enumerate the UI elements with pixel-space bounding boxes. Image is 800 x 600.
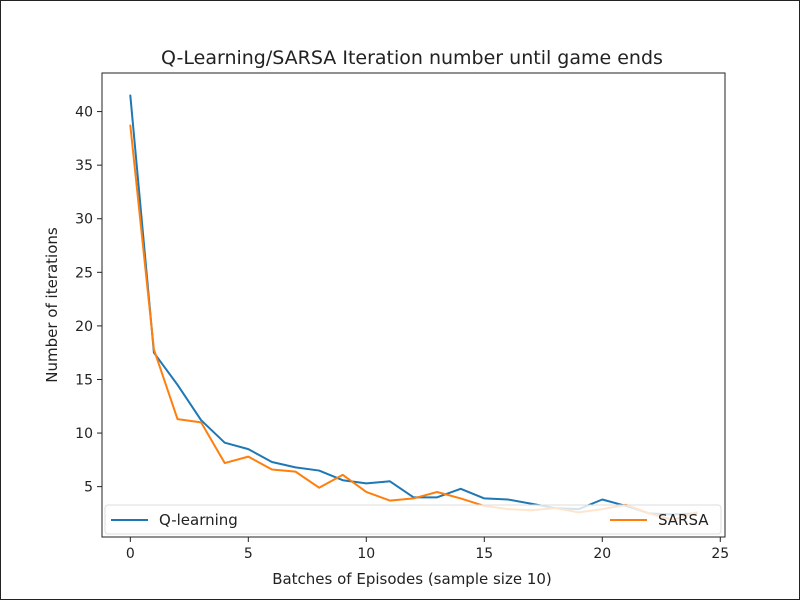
x-axis-label: Batches of Episodes (sample size 10) [272, 570, 552, 588]
x-tick-label: 15 [475, 546, 493, 562]
y-tick-label: 15 [75, 372, 93, 388]
x-tick-label: 10 [357, 546, 375, 562]
legend-label-sarsa: SARSA [658, 511, 709, 529]
series-line-0 [129, 94, 698, 516]
y-tick-label: 5 [84, 480, 93, 496]
x-tick-label: 20 [593, 546, 611, 562]
x-tick-label: 5 [244, 546, 253, 562]
y-tick-label: 20 [75, 319, 93, 335]
x-tick-label: 0 [126, 546, 135, 562]
plot-area [102, 73, 725, 537]
y-tick-label: 25 [75, 265, 93, 281]
y-tick-label: 35 [75, 158, 93, 174]
plot-border [101, 72, 726, 538]
y-tick-label: 10 [75, 426, 93, 442]
x-tick-label: 25 [711, 546, 729, 562]
y-tick-label: 40 [75, 105, 93, 121]
y-tick-label: 30 [75, 212, 93, 228]
y-axis-label: Number of iterations [43, 227, 61, 383]
legend-box [104, 504, 722, 535]
y-axis-ticks: 5 10 15 20 25 30 35 40 [75, 105, 102, 496]
legend: Q-learning SARSA [104, 504, 722, 535]
x-axis-ticks: 0 5 10 15 20 25 [126, 537, 729, 562]
legend-label-q-learning: Q-learning [159, 511, 238, 529]
chart-title: Q-Learning/SARSA Iteration number until … [161, 47, 663, 69]
